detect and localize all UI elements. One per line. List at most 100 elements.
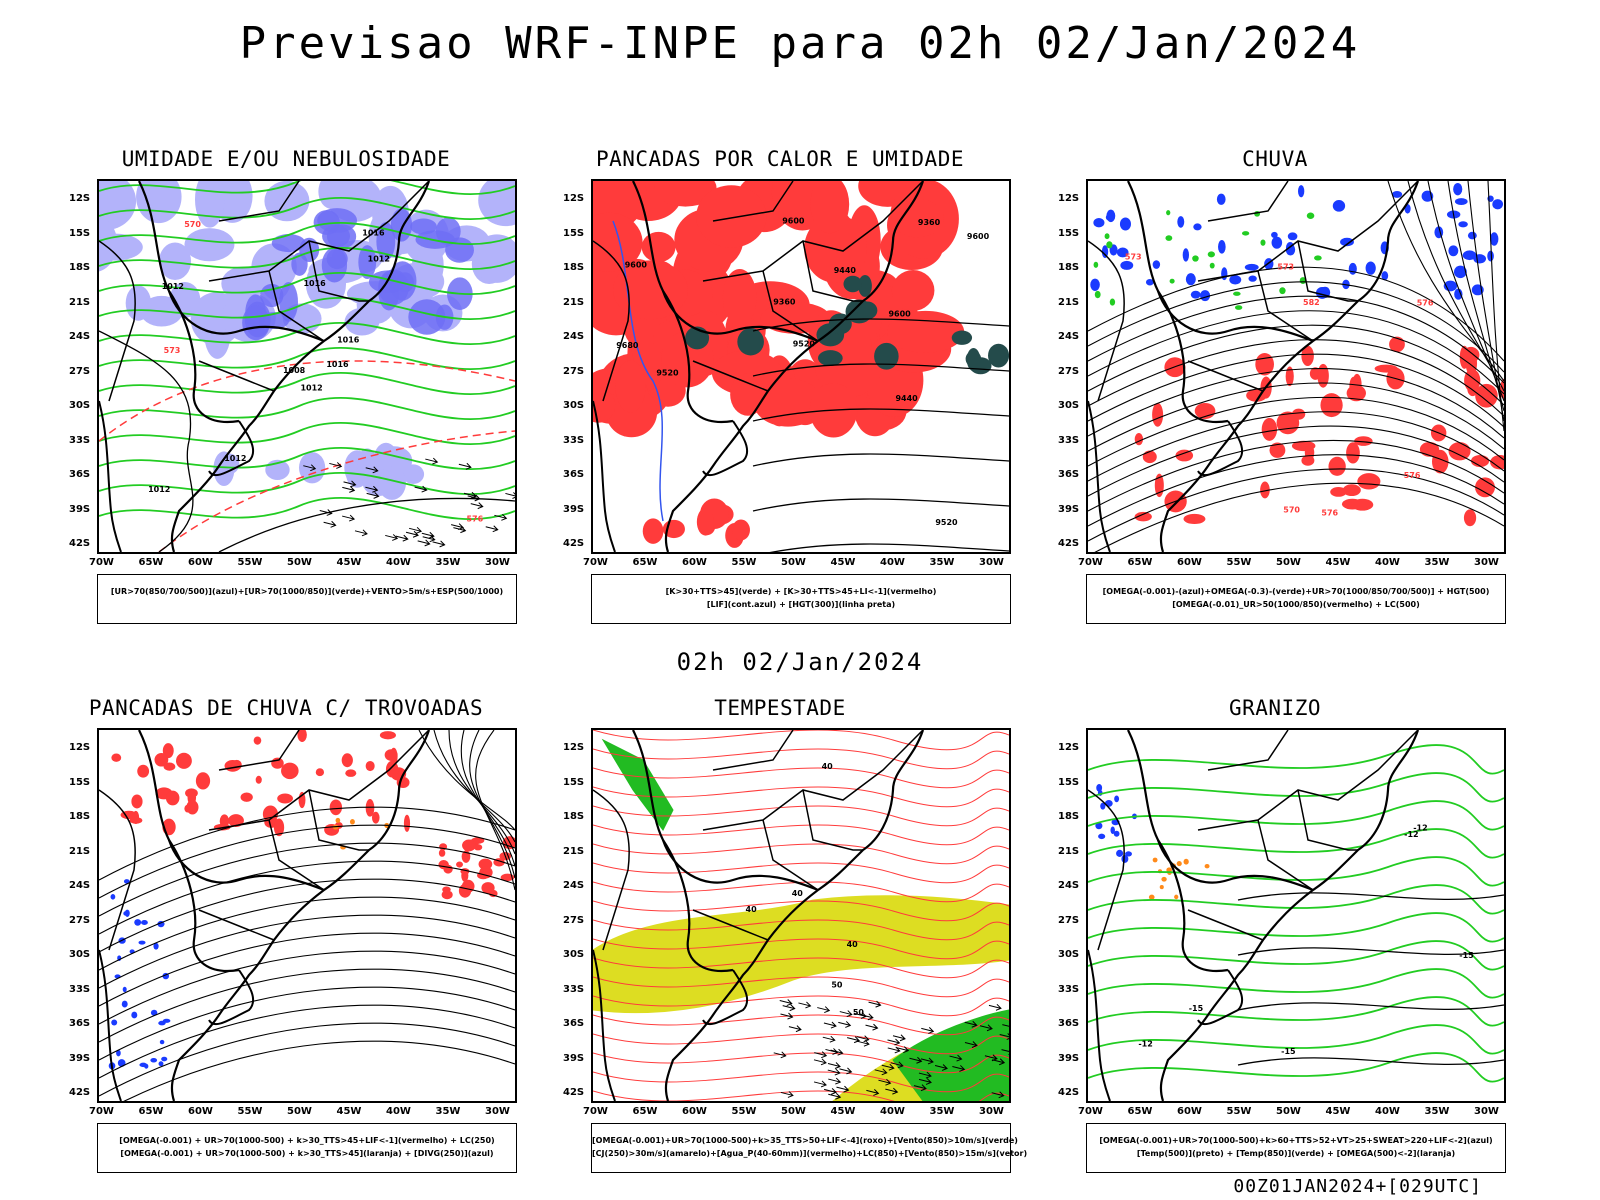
page-title: Previsao WRF-INPE para 02h 02/Jan/2024 bbox=[239, 18, 1361, 69]
precipitable-water-contour bbox=[593, 824, 1009, 846]
legend-line: [LIF](cont.azul) + [HGT(300)](linha pret… bbox=[706, 600, 896, 609]
wind-vector bbox=[881, 1063, 895, 1071]
contour-label: 582 bbox=[1303, 298, 1320, 307]
wind-vector bbox=[409, 526, 423, 534]
country-border bbox=[1157, 290, 1229, 424]
streamline bbox=[460, 730, 515, 867]
country-border bbox=[662, 839, 734, 973]
latitude-tick-label: 36S bbox=[69, 1018, 91, 1029]
wind-vector bbox=[395, 534, 409, 542]
longitude-tick-label: 70W bbox=[1078, 1106, 1103, 1117]
longitude-tick-label: 35W bbox=[929, 557, 955, 568]
streamline bbox=[1088, 368, 1504, 439]
wind-vector bbox=[343, 480, 357, 488]
country-border bbox=[1197, 420, 1244, 477]
precipitable-water-contour bbox=[593, 1071, 1009, 1093]
state-border bbox=[1088, 240, 1125, 402]
longitude-tick-label: 40W bbox=[880, 1106, 905, 1117]
precipitable-water-contour bbox=[593, 786, 1009, 808]
west-coast bbox=[593, 400, 616, 552]
longitude-tick-label: 65W bbox=[1127, 1106, 1153, 1117]
longitude-tick-label: 30W bbox=[1474, 557, 1499, 568]
longitude-tick-label: 60W bbox=[1177, 557, 1202, 568]
wind-vector bbox=[999, 1033, 1009, 1040]
contour-label: 573 bbox=[164, 346, 181, 355]
legend-line: [OMEGA(-0.001)-(azul)+OMEGA(-0.3)-(verde… bbox=[1102, 587, 1490, 596]
wind-vector bbox=[918, 1071, 932, 1079]
longitude-tick-label: 65W bbox=[138, 1106, 164, 1117]
wind-vector bbox=[839, 1067, 853, 1075]
precipitable-water-contour bbox=[593, 957, 1009, 979]
wind-vector bbox=[890, 1061, 904, 1069]
longitude-tick-label: 70W bbox=[89, 1106, 114, 1117]
wind-vector bbox=[421, 531, 435, 539]
pressure-contour bbox=[218, 497, 515, 552]
streamline bbox=[1088, 396, 1504, 467]
wind-vector bbox=[838, 1021, 852, 1028]
latitude-tick-label: 24S bbox=[563, 880, 585, 891]
wind-vector bbox=[788, 1025, 802, 1033]
latitude-tick-label: 33S bbox=[563, 434, 585, 446]
streamline bbox=[99, 860, 515, 935]
longitude-tick-label: 30W bbox=[979, 1106, 1004, 1117]
wind-vector bbox=[354, 529, 368, 537]
wind-vector bbox=[964, 1020, 978, 1028]
west-coast bbox=[1088, 400, 1111, 552]
precipitable-water-contour bbox=[593, 976, 1009, 998]
latitude-tick-label: 27S bbox=[563, 365, 585, 377]
temperature-850-contour bbox=[1088, 800, 1504, 831]
streamline bbox=[99, 842, 515, 917]
longitude-tick-label: 50W bbox=[781, 1106, 806, 1117]
longitude-tick-label: 45W bbox=[1325, 557, 1351, 568]
state-border bbox=[1088, 789, 1125, 951]
wind-vector bbox=[773, 1051, 787, 1059]
latitude-tick-label: 42S bbox=[1058, 1087, 1080, 1098]
latitude-tick-label: 12S bbox=[563, 193, 585, 204]
contour-label: 576 bbox=[466, 514, 483, 523]
longitude-tick-label: 45W bbox=[830, 1106, 856, 1117]
longitude-tick-label: 50W bbox=[1276, 1106, 1301, 1117]
longitude-tick-label: 60W bbox=[682, 1106, 707, 1117]
panel-title: PANCADAS DE CHUVA C/ TROVOADAS bbox=[88, 696, 484, 720]
contour-label: 9440 bbox=[834, 266, 857, 275]
contour-label: 1016 bbox=[326, 360, 349, 369]
wind-vector bbox=[823, 1088, 837, 1095]
wind-vector bbox=[342, 514, 356, 522]
legend-line: [OMEGA(-0.01)_UR>50(1000/850)(vermelho) … bbox=[1172, 600, 1420, 609]
wind-vector bbox=[822, 1035, 836, 1043]
state-border bbox=[218, 181, 300, 222]
wind-vector bbox=[920, 1057, 934, 1065]
contour-label: 1016 bbox=[362, 229, 385, 238]
state-border bbox=[198, 360, 275, 392]
country-border bbox=[168, 839, 240, 973]
streamline bbox=[475, 730, 515, 891]
wind-vector bbox=[892, 1034, 906, 1042]
wind-vector bbox=[921, 1027, 935, 1034]
state-border bbox=[702, 730, 924, 831]
longitude-tick-label: 35W bbox=[929, 1106, 955, 1117]
latitude-tick-label: 15S bbox=[563, 227, 585, 239]
state-border bbox=[308, 789, 369, 851]
west-coast bbox=[1088, 949, 1111, 1101]
panel-title: PANCADAS POR CALOR E UMIDADE bbox=[595, 147, 964, 171]
latitude-tick-label: 12S bbox=[1058, 742, 1080, 753]
run-time-footer: 00Z01JAN2024+[029UTC] bbox=[1233, 1176, 1482, 1197]
wind-vector bbox=[853, 1012, 867, 1019]
longitude-tick-label: 65W bbox=[138, 557, 164, 568]
forecast-map: 582 576 573 576 570 573 576 bbox=[1088, 181, 1504, 552]
panel-legend: [OMEGA(-0.001) + UR>70(1000-500) + k>30_… bbox=[97, 1123, 517, 1173]
latitude-tick-label: 15S bbox=[563, 776, 585, 788]
latitude-tick-label: 27S bbox=[563, 914, 585, 926]
map-panel: TEMPESTADE 12S 15S 18S 21S 24S 27S 30S 33S 36S 39S… bbox=[550, 696, 1027, 1176]
wind-vector bbox=[779, 999, 793, 1006]
pressure-contour bbox=[99, 330, 194, 552]
wind-vector bbox=[827, 1062, 841, 1069]
contour-label: -15 bbox=[1189, 1004, 1204, 1013]
wind-vector bbox=[1002, 1024, 1009, 1027]
wind-vector bbox=[991, 1091, 1005, 1099]
streamline bbox=[99, 968, 515, 1043]
humidity-contour bbox=[99, 271, 515, 296]
latitude-tick-label: 15S bbox=[1058, 227, 1080, 239]
geopotential-contour bbox=[769, 543, 1009, 552]
wind-vector bbox=[887, 1038, 901, 1046]
